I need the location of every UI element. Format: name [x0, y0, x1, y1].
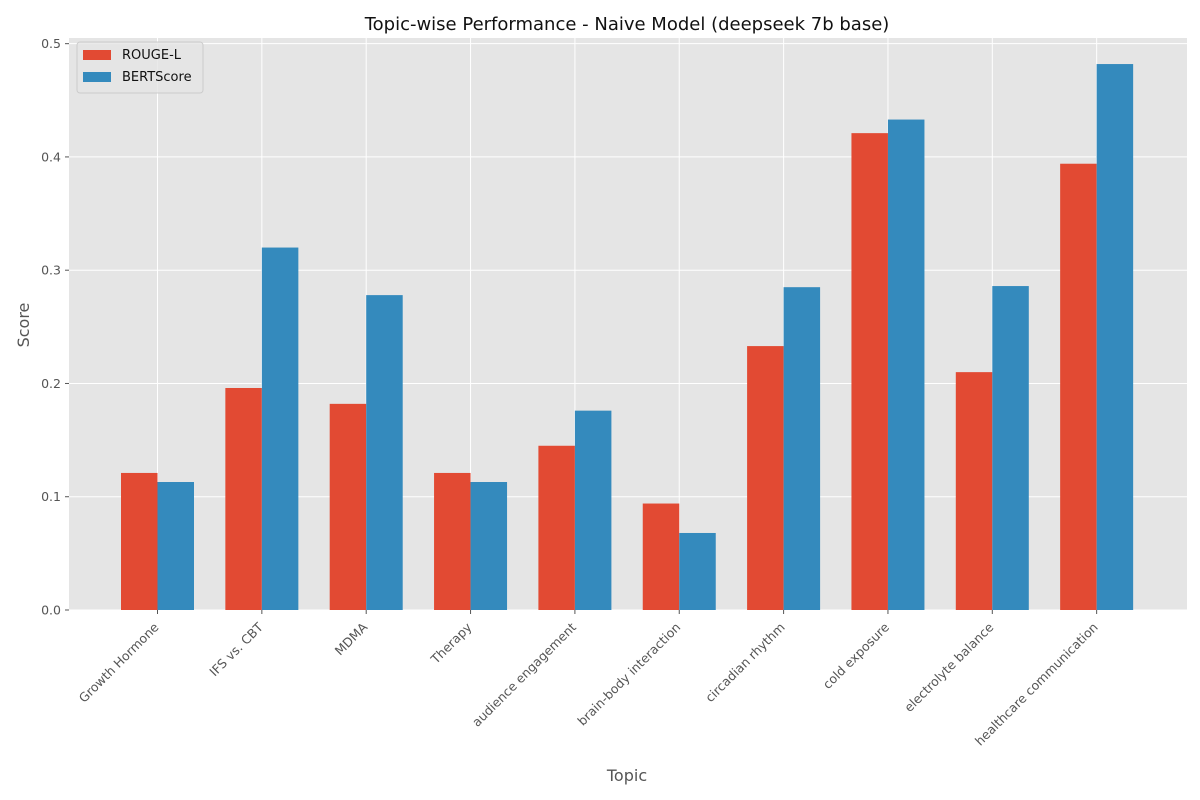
x-tick-label-cold-exposure: cold exposure	[820, 619, 893, 692]
bars-layer	[121, 64, 1134, 610]
x-tick-label-brain-body-interaction: brain-body interaction	[574, 620, 683, 729]
bar-rouge-l-ifs-vs-cbt	[225, 387, 262, 610]
x-tick-label-therapy: Therapy	[427, 619, 475, 667]
x-tick-label-ifs-vs-cbt: IFS vs. CBT	[206, 619, 266, 679]
legend-swatch-rouge-l	[83, 50, 111, 60]
bar-bertscore-brain-body-interaction	[679, 532, 716, 610]
bar-bertscore-ifs-vs-cbt	[261, 247, 299, 610]
bar-rouge-l-growth-hormone	[121, 472, 158, 610]
bar-bertscore-growth-hormone	[157, 482, 194, 610]
x-tick-label-mdma: MDMA	[332, 619, 371, 658]
y-tick-label: 0.5	[41, 36, 61, 51]
x-tick-label-growth-hormone: Growth Hormone	[76, 619, 162, 705]
x-tick-label-audience-engagement: audience engagement	[469, 619, 579, 729]
x-tick-label-circadian-rhythm: circadian rhythm	[702, 620, 788, 706]
legend: ROUGE-L BERTScore	[76, 41, 204, 94]
legend-label-rouge-l: ROUGE-L	[122, 48, 182, 63]
legend-swatch-bertscore	[83, 72, 111, 82]
y-tick-label: 0.1	[41, 489, 61, 504]
y-axis-label: Score	[14, 303, 33, 348]
chart-title: Topic-wise Performance - Naive Model (de…	[364, 14, 890, 35]
bar-rouge-l-audience-engagement	[538, 445, 575, 610]
bar-rouge-l-circadian-rhythm	[747, 346, 784, 610]
bar-bertscore-mdma	[366, 295, 403, 610]
bar-rouge-l-electrolyte-balance	[955, 372, 993, 610]
x-tick-label-electrolyte-balance: electrolyte balance	[901, 619, 997, 715]
bar-rouge-l-therapy	[434, 472, 471, 610]
bar-rouge-l-brain-body-interaction	[642, 503, 680, 610]
y-tick-label: 0.2	[41, 376, 61, 391]
bar-bertscore-audience-engagement	[574, 410, 612, 610]
bar-rouge-l-cold-exposure	[851, 133, 888, 610]
bar-bertscore-healthcare-communication	[1096, 64, 1134, 610]
y-tick-label: 0.0	[41, 603, 61, 618]
bar-bertscore-electrolyte-balance	[992, 286, 1029, 610]
bar-rouge-l-healthcare-communication	[1060, 163, 1097, 610]
bar-bertscore-circadian-rhythm	[783, 287, 821, 610]
y-tick-label: 0.4	[41, 149, 61, 164]
bar-bertscore-cold-exposure	[887, 119, 925, 610]
x-axis-label: Topic	[606, 766, 647, 785]
legend-label-bertscore: BERTScore	[122, 70, 192, 85]
y-tick-label: 0.3	[41, 263, 61, 278]
x-tick-label-healthcare-communication: healthcare communication	[972, 620, 1101, 749]
bar-rouge-l-mdma	[329, 403, 367, 610]
bar-bertscore-therapy	[470, 482, 508, 610]
